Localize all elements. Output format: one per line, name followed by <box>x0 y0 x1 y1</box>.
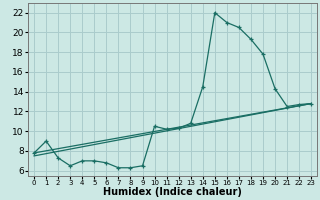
X-axis label: Humidex (Indice chaleur): Humidex (Indice chaleur) <box>103 187 242 197</box>
